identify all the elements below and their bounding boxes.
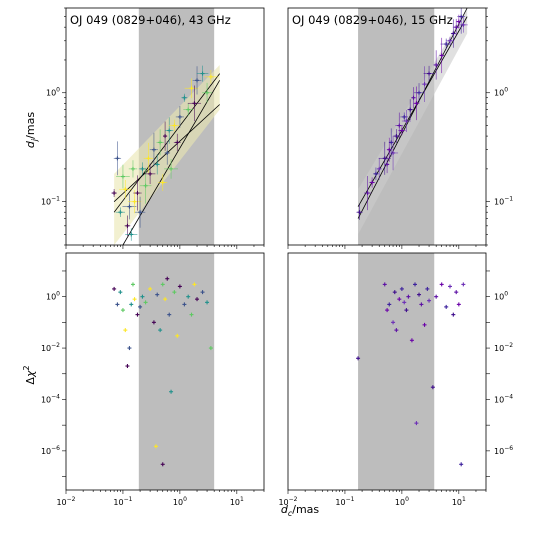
y-tick-label: 10−4 xyxy=(494,393,513,404)
axes-frame xyxy=(287,7,487,246)
axes-frame xyxy=(65,252,265,491)
y-tick-label: 100 xyxy=(46,291,60,302)
shaded-region xyxy=(358,253,435,490)
axes-frame xyxy=(287,252,487,491)
x-tick-label: 10−2 xyxy=(56,496,75,507)
y-axis-label-top: dj/mas xyxy=(24,112,39,148)
x-axis-label: dc/mas xyxy=(281,503,320,518)
y-tick-label: 10−4 xyxy=(41,393,60,404)
y-tick-label: 10−6 xyxy=(41,445,60,456)
panel-top-right: 10−1 100 OJ 049 (0829+046), 15 GHz xyxy=(287,7,513,249)
x-tick-label: 101 xyxy=(230,496,244,507)
y-tick-label: 100 xyxy=(494,87,508,98)
x-tick-label: 10−1 xyxy=(113,496,132,507)
y-axis-label-bottom: Δχ2 xyxy=(22,365,37,384)
y-tick-label: 10−2 xyxy=(494,342,513,353)
axes-frame xyxy=(65,7,265,246)
y-tick-label: 10−1 xyxy=(494,196,513,207)
fit-line-1 xyxy=(357,7,468,219)
x-tick-label: 100 xyxy=(395,496,409,507)
x-tick-label: 100 xyxy=(173,496,187,507)
panel-bottom-right: 10−2 10−1 100 101 10−6 10−4 10−2 100 xyxy=(278,252,513,507)
panel-title: OJ 049 (0829+046), 15 GHz xyxy=(292,13,453,27)
y-tick-label: 10−1 xyxy=(41,196,60,207)
y-tick-label: 10−2 xyxy=(41,342,60,353)
panel-top-left: 10−1 100 OJ 049 (0829+046), 43 GHz xyxy=(41,7,265,249)
y-tick-label: 10−6 xyxy=(494,445,513,456)
y-tick-label: 100 xyxy=(46,87,60,98)
y-tick-label: 100 xyxy=(494,291,508,302)
x-tick-label: 101 xyxy=(452,496,466,507)
x-tick-label: 10−1 xyxy=(335,496,354,507)
panel-title: OJ 049 (0829+046), 43 GHz xyxy=(70,13,231,27)
x-tick-label: 10−2 xyxy=(278,496,297,507)
panel-bottom-left: 10−2 10−1 100 101 10−6 10−4 10−2 100 xyxy=(41,252,265,507)
